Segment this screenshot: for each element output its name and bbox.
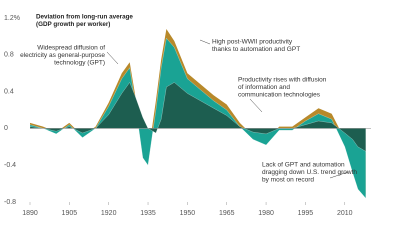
- annotation: dragging down U.S. trend growth: [262, 169, 357, 176]
- annotation: electricity as general-purpose: [20, 52, 105, 59]
- annotation-leader: [329, 171, 349, 179]
- x-tick-label: 1980: [258, 210, 274, 217]
- y-tick-label: 0.8: [4, 52, 14, 59]
- annotation: Productivity rises with diffusion: [238, 77, 327, 84]
- annotation: Lack of GPT and automation: [262, 162, 345, 169]
- annotation: technology (GPT): [54, 60, 105, 67]
- x-tick-label: 1995: [298, 210, 314, 217]
- annotation-leader: [106, 51, 119, 65]
- annotation: thanks to automation and GPT: [212, 46, 300, 53]
- area: [29, 81, 367, 152]
- annotation: of information and: [238, 84, 290, 91]
- annotation: by most on record: [262, 177, 314, 184]
- annotation: Widespread diffusion of: [37, 45, 105, 52]
- chart-title: (GDP growth per worker): [36, 21, 110, 28]
- x-tick-label: 1935: [140, 210, 156, 217]
- y-tick-label: 0.4: [4, 88, 14, 95]
- annotation: High post-WWII productivity: [212, 39, 293, 46]
- chart-title: Deviation from long-run average: [36, 14, 133, 21]
- annotation-leader: [249, 98, 263, 113]
- y-tick-label: -0.8: [4, 199, 16, 206]
- annotation: communication technologies: [238, 92, 321, 99]
- x-tick-label: 1920: [101, 210, 117, 217]
- x-tick-label: 2010: [337, 210, 353, 217]
- x-tick-label: 1890: [22, 210, 38, 217]
- x-tick-label: 1950: [180, 210, 196, 217]
- x-tick-label: 1905: [62, 210, 78, 217]
- y-tick-label: -0.4: [4, 162, 16, 169]
- y-tick-label: 1.2%: [4, 15, 20, 22]
- x-tick-label: 1965: [219, 210, 235, 217]
- chart: Deviation from long-run average(GDP grow…: [4, 14, 371, 217]
- y-tick-label: 0: [4, 125, 8, 132]
- annotation-leader: [199, 39, 211, 45]
